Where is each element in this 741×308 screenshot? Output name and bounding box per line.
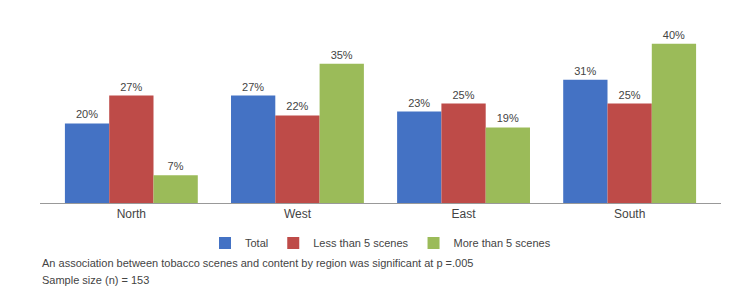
svg-text:West: West (284, 207, 312, 221)
svg-text:27%: 27% (120, 81, 142, 93)
svg-text:7%: 7% (168, 160, 184, 172)
svg-text:Total: Total (245, 237, 268, 249)
svg-text:Less than 5 scenes: Less than 5 scenes (313, 237, 408, 249)
svg-text:22%: 22% (286, 100, 308, 112)
svg-text:23%: 23% (408, 97, 430, 109)
svg-text:25%: 25% (619, 89, 641, 101)
svg-text:More than 5 scenes: More than 5 scenes (454, 237, 551, 249)
svg-text:South: South (614, 207, 645, 221)
svg-text:27%: 27% (242, 81, 264, 93)
svg-text:North: North (117, 207, 146, 221)
svg-text:35%: 35% (331, 49, 353, 61)
svg-text:40%: 40% (663, 29, 685, 41)
svg-text:25%: 25% (452, 89, 474, 101)
svg-text:An association between tobacco: An association between tobacco scenes an… (42, 257, 473, 269)
svg-text:20%: 20% (76, 108, 98, 120)
svg-text:East: East (452, 207, 477, 221)
svg-text:19%: 19% (497, 112, 519, 124)
svg-text:31%: 31% (574, 65, 596, 77)
svg-text:Sample size (n) = 153: Sample size (n) = 153 (42, 274, 149, 286)
